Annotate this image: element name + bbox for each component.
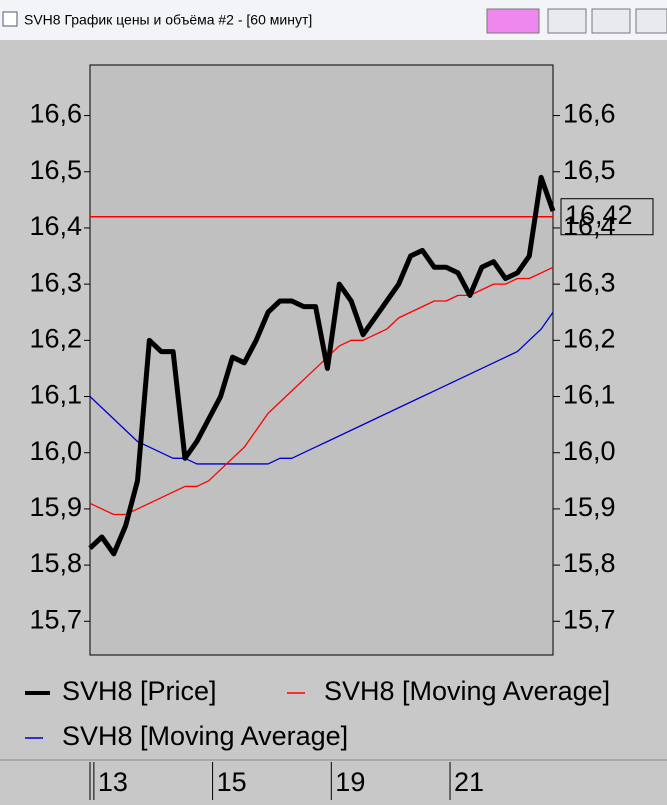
- last-value-box: [560, 198, 654, 236]
- legend-label: SVH8 [Price]: [62, 676, 217, 706]
- x-tick-label: 13: [98, 767, 128, 797]
- y-tick-label: 16,6: [29, 99, 82, 129]
- y2-tick-label: 16,1: [563, 380, 616, 410]
- plot-area: [89, 64, 554, 656]
- y2-tick-label: 16,0: [563, 436, 616, 466]
- y-tick-label: 15,7: [29, 604, 82, 634]
- window-icon: [2, 11, 18, 27]
- series-line: [89, 311, 554, 465]
- y-tick-label: 16,4: [29, 211, 82, 241]
- x-tick-label: 15: [217, 767, 247, 797]
- y2-tick-label: 16,3: [563, 267, 616, 297]
- y-tick-label: 16,3: [29, 267, 82, 297]
- maximize-button[interactable]: [591, 8, 631, 34]
- minimize-button[interactable]: [547, 8, 587, 34]
- series-line: [89, 266, 554, 516]
- legend-label: SVH8 [Moving Average]: [324, 676, 610, 706]
- x-tick-label: 19: [335, 767, 365, 797]
- link-button[interactable]: [486, 8, 540, 34]
- legend-label: SVH8 [Moving Average]: [62, 721, 348, 751]
- y-tick-label: 16,2: [29, 323, 82, 353]
- y2-tick-label: 16,5: [563, 155, 616, 185]
- y-tick-label: 16,1: [29, 380, 82, 410]
- y-tick-label: 15,8: [29, 548, 82, 578]
- x-tick-label: 21: [454, 767, 484, 797]
- y2-tick-label: 15,8: [563, 548, 616, 578]
- y2-tick-label: 16,4: [563, 211, 616, 241]
- y2-tick-label: 15,7: [563, 604, 616, 634]
- window-title: SVH8 График цены и объёма #2 - [60 минут…: [24, 12, 312, 28]
- y-tick-label: 16,0: [29, 436, 82, 466]
- y2-tick-label: 16,6: [563, 99, 616, 129]
- y2-tick-label: 15,9: [563, 492, 616, 522]
- y-tick-label: 15,9: [29, 492, 82, 522]
- series-line: [88, 174, 556, 557]
- time-axis-panel: [0, 762, 667, 800]
- y-tick-label: 16,5: [29, 155, 82, 185]
- y2-tick-label: 16,2: [563, 323, 616, 353]
- close-button[interactable]: [635, 8, 667, 34]
- last-value-label: 16,42: [565, 200, 633, 230]
